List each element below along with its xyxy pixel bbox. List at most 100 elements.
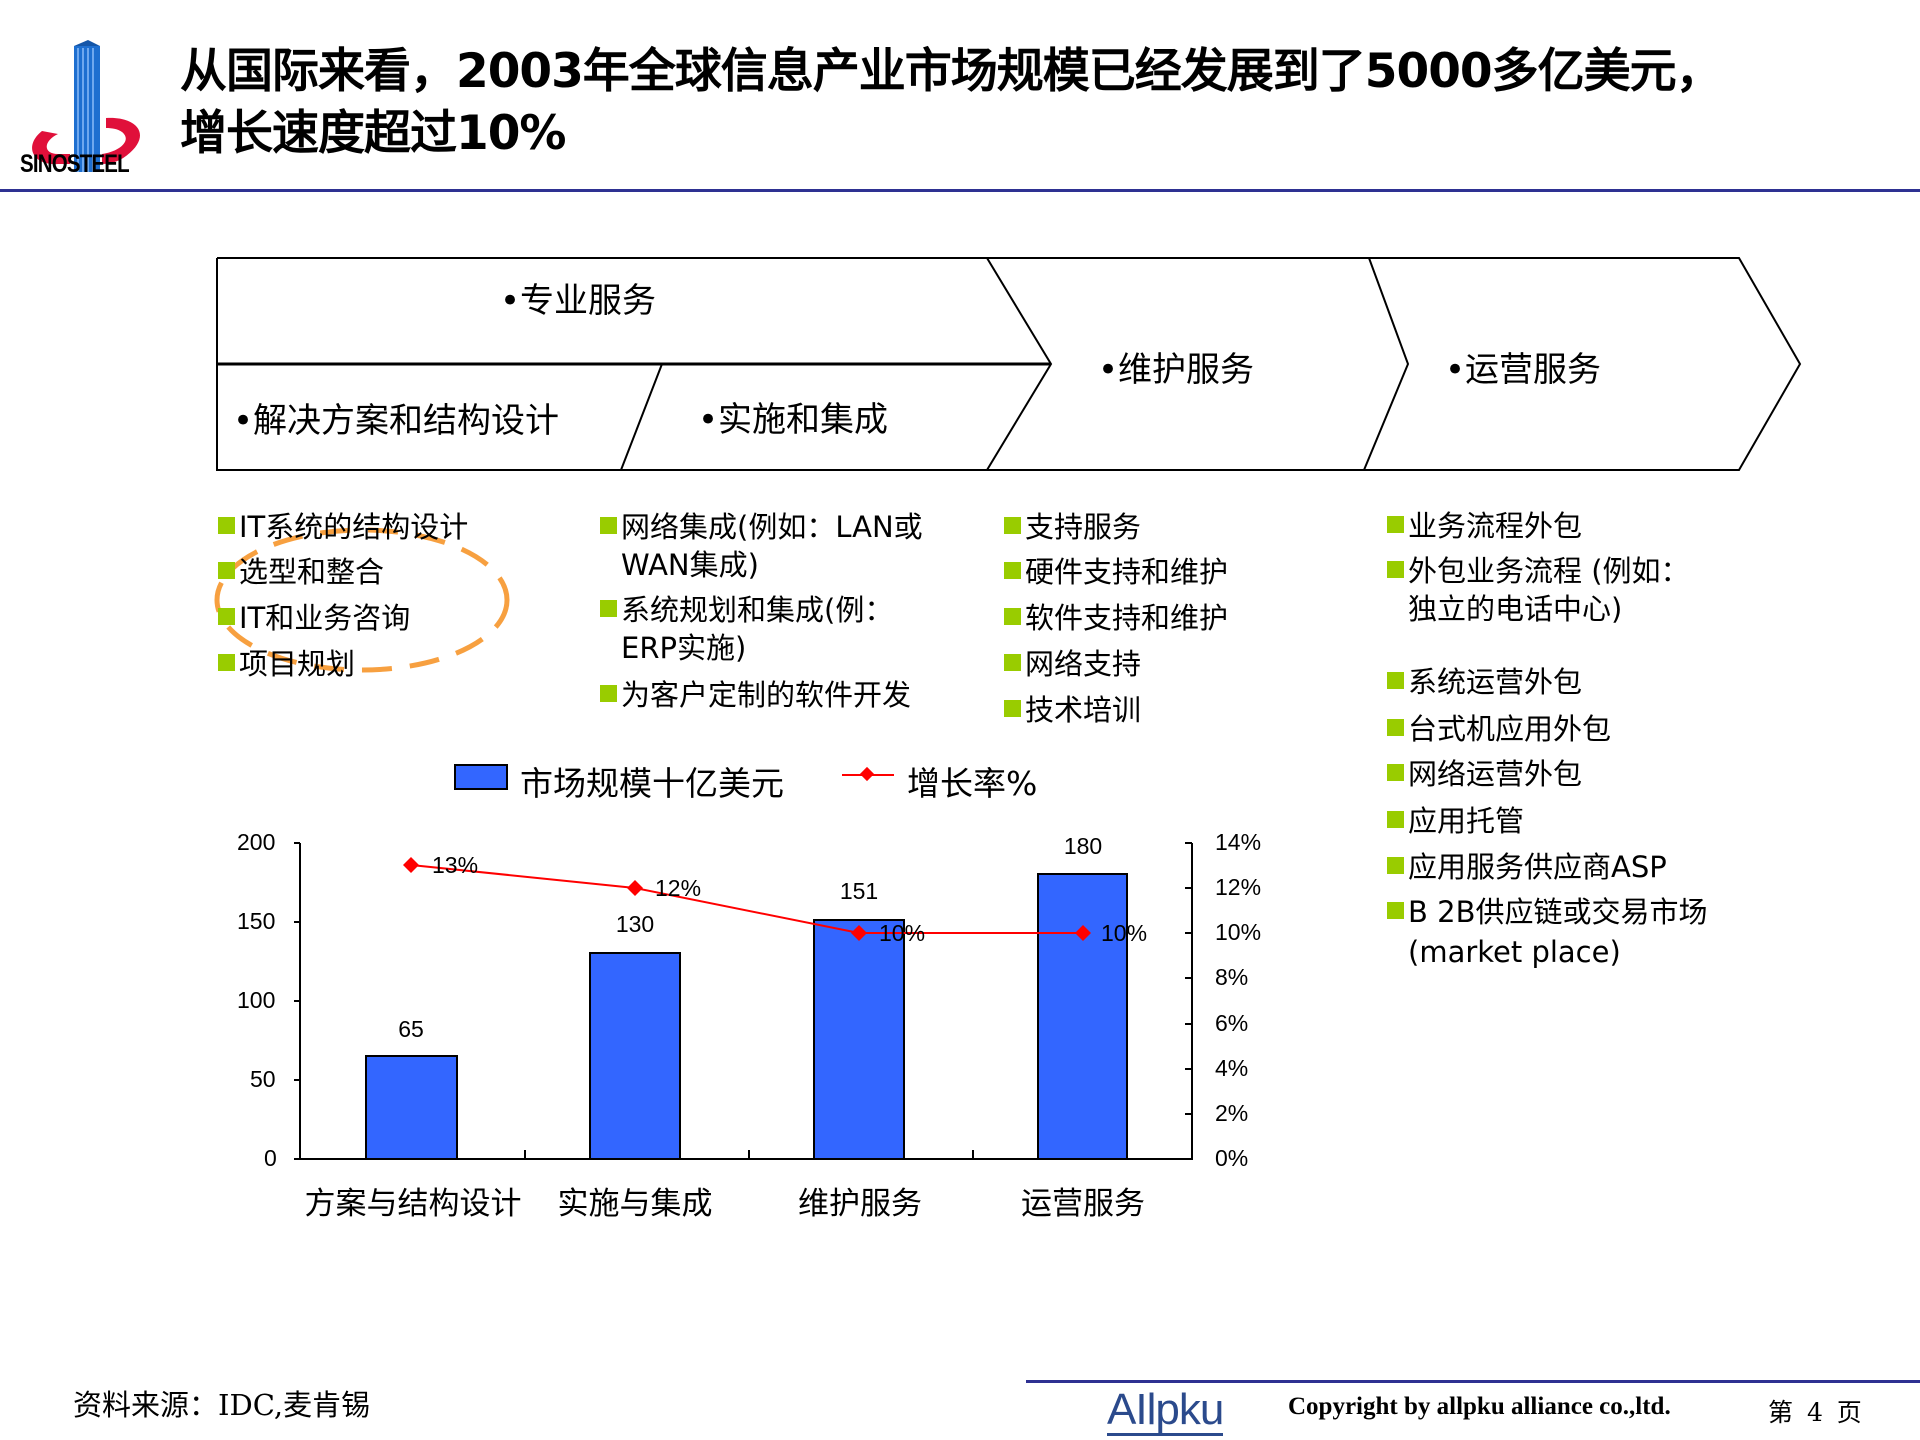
right-axis-tick: 0% [1215, 1145, 1249, 1171]
category-label: 方案与结构设计 [304, 1186, 522, 1222]
bullet-square-icon [1004, 700, 1021, 717]
bullet-square-icon [600, 685, 617, 702]
bullet-square-icon [218, 654, 235, 671]
phase-professional-services: •专业服务 [500, 281, 657, 321]
list-item: 为客户定制的软件开发 [600, 681, 911, 710]
bullet-square-icon [1387, 561, 1404, 578]
bullet-square-icon [218, 562, 235, 579]
legend-bar-label: 市场规模十亿美元 [520, 764, 784, 803]
right-axis-tick: 14% [1215, 829, 1262, 855]
sub-phase-divider [620, 363, 663, 471]
category-label: 维护服务 [798, 1186, 922, 1222]
list-item: 支持服务 [1004, 513, 1141, 542]
growth-value-label: 13% [432, 852, 479, 878]
list-item: 应用托管 [1387, 807, 1524, 836]
list-item: 网络运营外包 [1387, 760, 1582, 789]
left-axis-tick: 150 [237, 908, 276, 934]
right-axis-tick: 6% [1215, 1010, 1249, 1036]
category-label: 运营服务 [1021, 1186, 1145, 1222]
phase-solution-design: •解决方案和结构设计 [233, 401, 560, 441]
growth-markers [403, 857, 1091, 941]
list-item: B 2B供应链或交易市场 [1387, 898, 1707, 927]
list-item: 应用服务供应商ASP [1387, 853, 1667, 882]
list-item: 系统运营外包 [1387, 668, 1582, 697]
phase-operations: •运营服务 [1445, 350, 1602, 390]
sinosteel-logo-icon [32, 40, 140, 172]
bar-value-label: 65 [398, 1016, 424, 1042]
bullet-square-icon [218, 608, 235, 625]
list-item: 项目规划 [218, 650, 355, 679]
list-item: 硬件支持和维护 [1004, 558, 1228, 587]
right-axis-tick: 10% [1215, 919, 1262, 945]
list-item: 网络集成(例如：LAN或 [600, 513, 923, 542]
growth-value-label: 10% [879, 920, 926, 946]
phase-implementation: •实施和集成 [698, 400, 889, 440]
bullet-square-icon [1387, 516, 1404, 533]
bar-4 [1037, 873, 1128, 1160]
left-axis-tick: 0 [264, 1145, 277, 1171]
page-title-line2: 增长速度超过10% [180, 106, 566, 161]
process-chevrons [216, 257, 1802, 471]
list-item: 软件支持和维护 [1004, 604, 1228, 633]
list-item: 业务流程外包 [1387, 512, 1582, 541]
left-axis-tick: 100 [237, 987, 276, 1013]
bar-3 [813, 919, 905, 1160]
list-item: 选型和整合 [218, 558, 384, 587]
page-number: 第 4 页 [1768, 1398, 1862, 1427]
bullet-square-icon [1387, 764, 1404, 781]
allpku-logo: AIlpku [1107, 1385, 1224, 1436]
sinosteel-logo [18, 36, 158, 182]
growth-line [410, 864, 1083, 934]
list-item: 台式机应用外包 [1387, 715, 1611, 744]
list-item: 系统规划和集成(例： [600, 596, 893, 625]
bullet-square-icon [1387, 719, 1404, 736]
professional-services-shape [216, 257, 1053, 471]
right-axis-tick: 12% [1215, 874, 1262, 900]
left-axis-tick: 200 [237, 829, 276, 855]
right-axis-tick: 8% [1215, 964, 1249, 990]
list-item-continuation: ERP实施) [621, 631, 747, 665]
footer-rule [1026, 1380, 1920, 1383]
list-item-continuation: (market place) [1408, 935, 1621, 969]
bar-1 [365, 1055, 458, 1160]
bar-series [365, 873, 1128, 1160]
list-item: IT系统的结构设计 [218, 513, 468, 542]
legend-line-label: 增长率% [907, 764, 1038, 803]
left-axis-tick: 50 [250, 1066, 276, 1092]
list-item: 网络支持 [1004, 650, 1141, 679]
bullet-square-icon [218, 517, 235, 534]
legend-bar-swatch-icon [454, 764, 508, 790]
bullet-square-icon [600, 517, 617, 534]
bullet-square-icon [1004, 608, 1021, 625]
bullet-square-icon [1004, 562, 1021, 579]
list-item: 技术培训 [1004, 696, 1141, 725]
header-rule [0, 189, 1920, 192]
bullet-square-icon [600, 600, 617, 617]
bullet-square-icon [1004, 654, 1021, 671]
phase-maintenance: •维护服务 [1098, 350, 1255, 390]
bar-value-label: 151 [839, 878, 879, 904]
bullet-square-icon [1387, 857, 1404, 874]
operations-shape [1364, 257, 1802, 471]
bullet-square-icon [1387, 672, 1404, 689]
bar-value-label: 180 [1063, 833, 1103, 859]
bar-2 [589, 952, 681, 1160]
bar-value-label: 130 [615, 911, 655, 937]
right-axis-tick: 2% [1215, 1100, 1249, 1126]
growth-value-label: 12% [655, 875, 702, 901]
maintenance-shape [987, 257, 1410, 471]
bullet-square-icon [1387, 811, 1404, 828]
highlight-ellipse [214, 527, 510, 673]
category-label: 实施与集成 [557, 1186, 713, 1222]
bullet-square-icon [1004, 517, 1021, 534]
copyright-text: Copyright by allpku alliance co.,ltd. [1288, 1393, 1671, 1420]
page-title-line1: 从国际来看，2003年全球信息产业市场规模已经发展到了5000多亿美元， [180, 44, 1723, 99]
growth-value-label: 10% [1101, 920, 1148, 946]
list-item: 外包业务流程 (例如： [1387, 557, 1690, 586]
source-note: 资料来源：IDC,麦肯锡 [73, 1388, 371, 1422]
right-axis-tick: 4% [1215, 1055, 1249, 1081]
list-item: IT和业务咨询 [218, 604, 410, 633]
bullet-square-icon [1387, 902, 1404, 919]
list-item-continuation: 独立的电话中心) [1408, 592, 1623, 626]
logo-text: SINOSTEEL [20, 150, 130, 178]
